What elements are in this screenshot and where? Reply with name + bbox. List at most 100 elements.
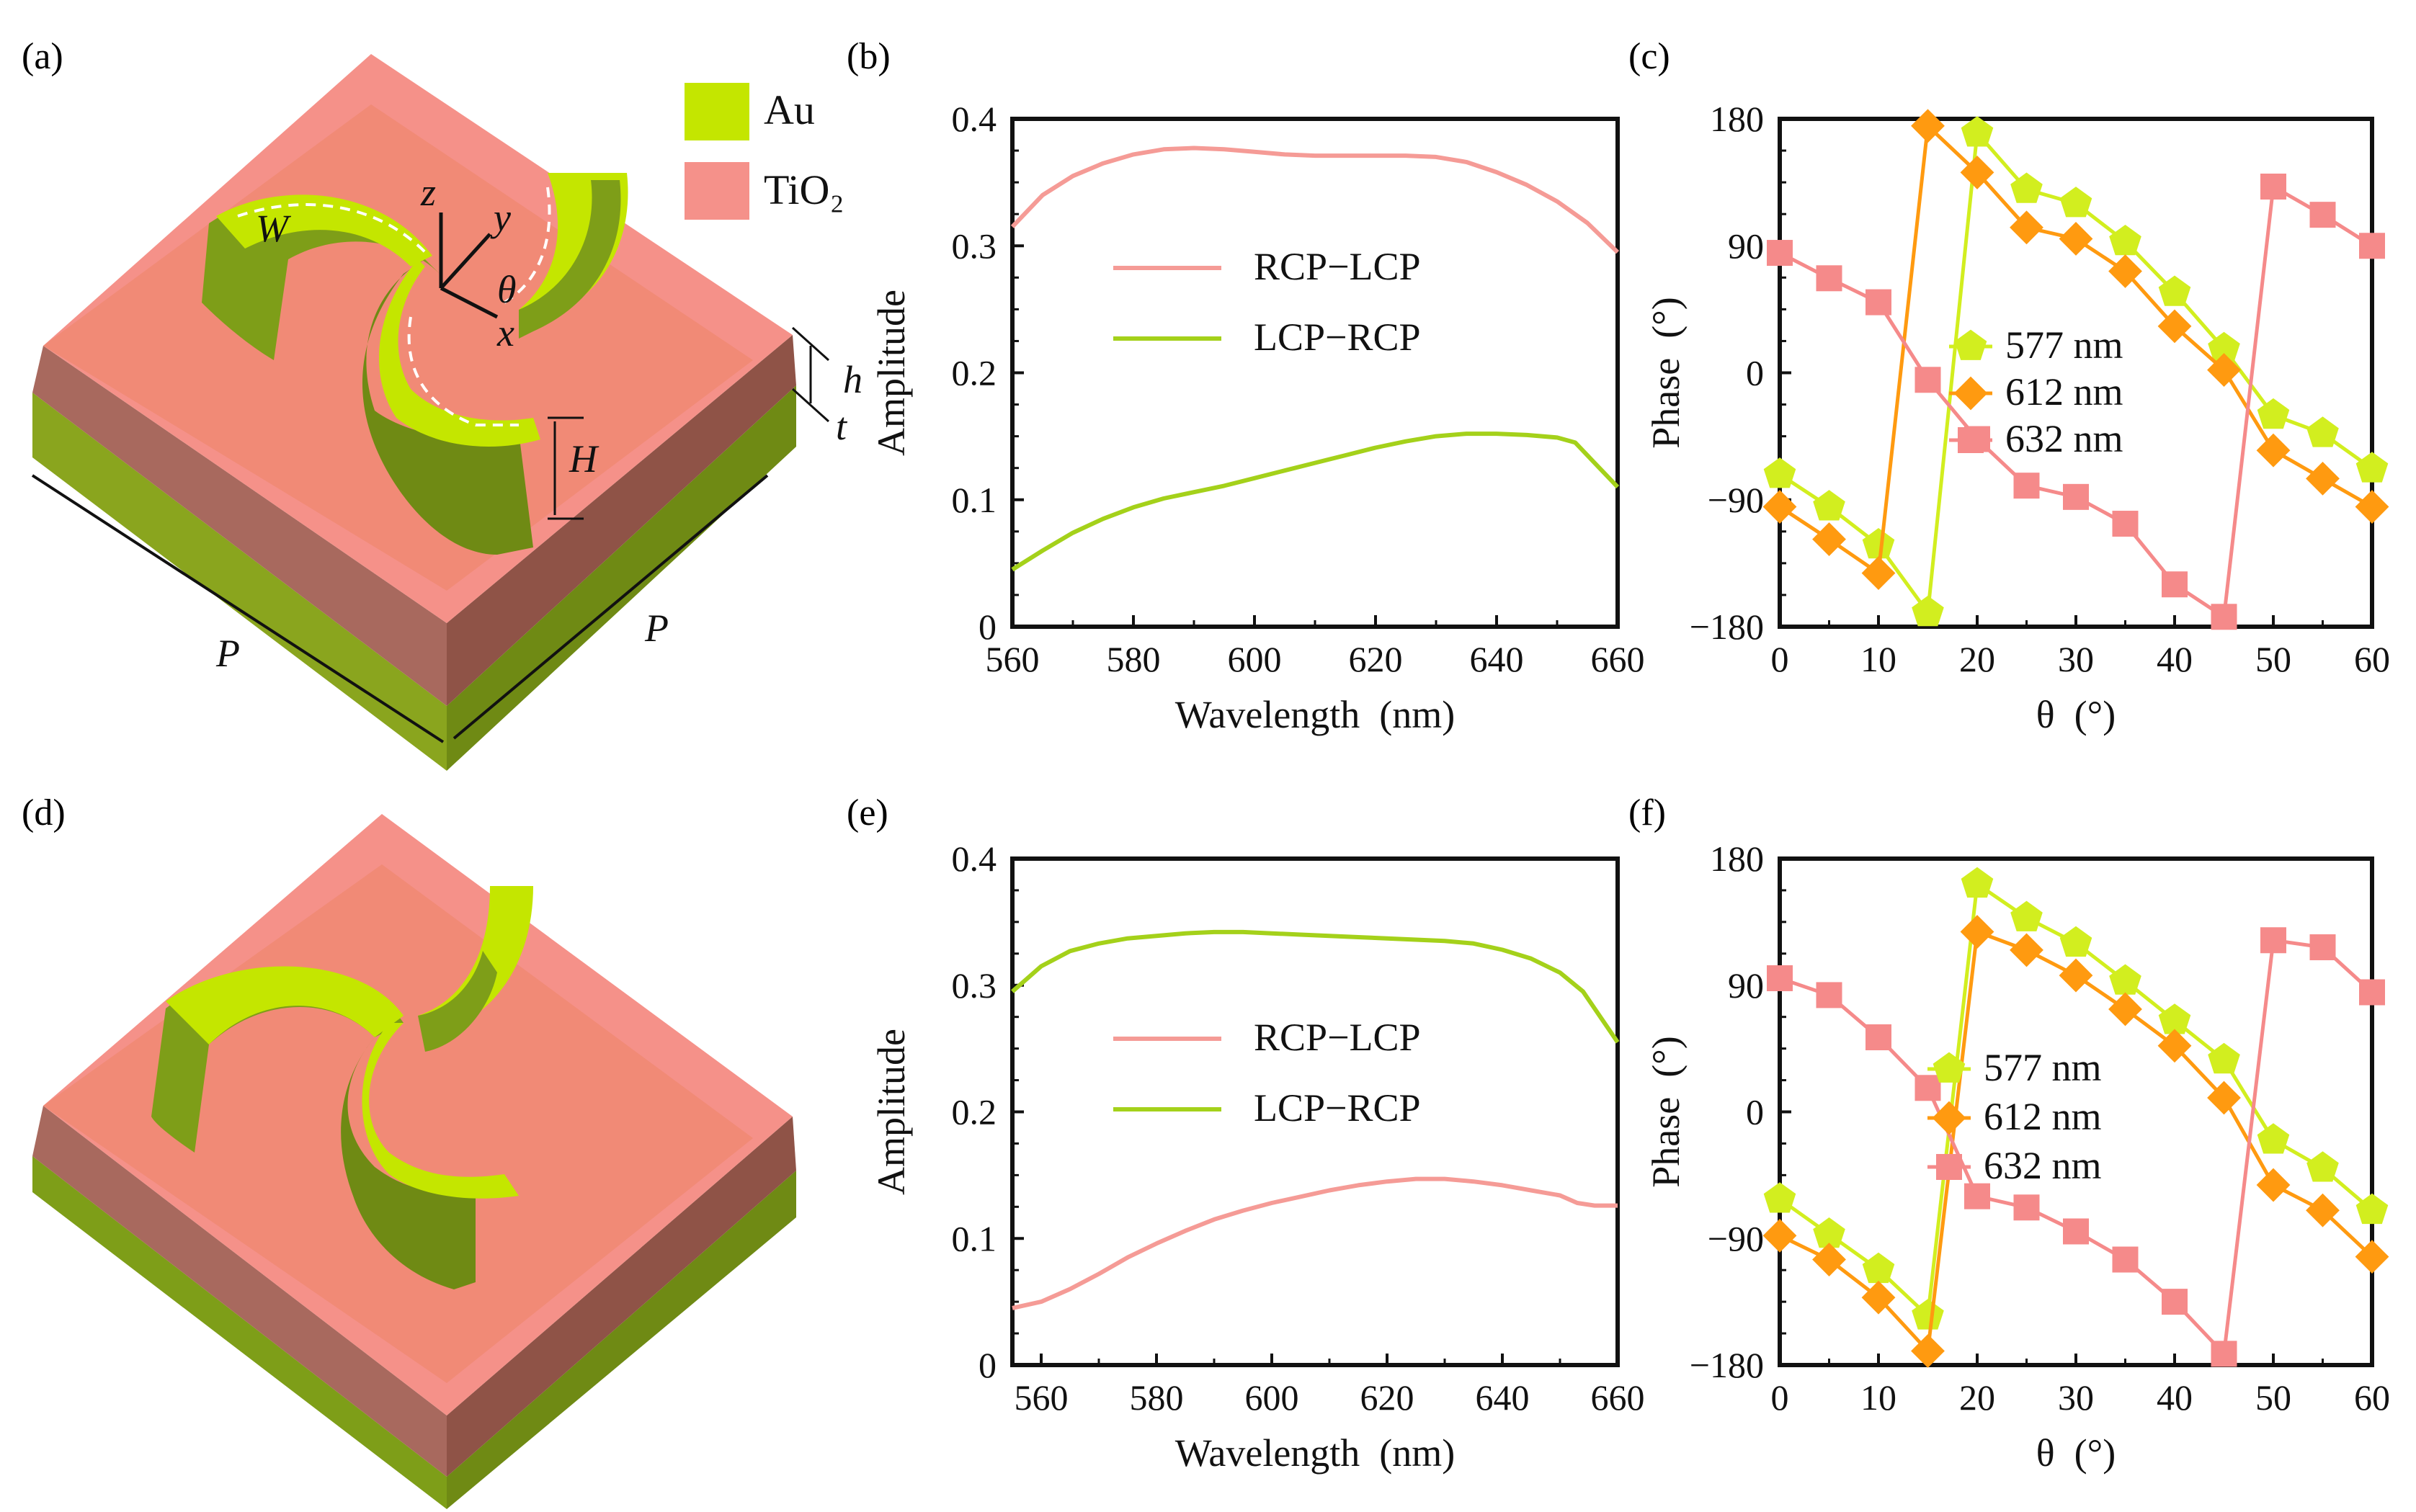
data-point [1866, 1024, 1891, 1051]
data-point [2158, 1003, 2191, 1034]
data-point [2112, 1246, 2139, 1273]
data-point [2256, 433, 2291, 468]
data-point [2355, 452, 2389, 483]
data-point [2109, 964, 2141, 995]
au-layer-left-side-d [32, 1156, 447, 1509]
data-point [2306, 416, 2339, 447]
y-tick-label: −90 [1708, 480, 1764, 520]
data-point [2211, 1341, 2237, 1367]
au-label: Au [764, 86, 815, 133]
legend-label: 612 nm [2005, 370, 2123, 413]
chart-c: −180 −90 0 90 180 0 10 20 30 40 50 60 θ (°) Phase (°)… [1644, 99, 2390, 736]
panel-label-c: (c) [1628, 36, 1670, 77]
x-tick-label: 660 [1591, 1377, 1645, 1418]
data-point [1763, 1182, 1796, 1213]
legend-label: 632 nm [1984, 1144, 2102, 1187]
data-point [1762, 490, 1797, 524]
data-point [2207, 353, 2241, 387]
y-tick-label: 0.3 [952, 965, 997, 1006]
legend-label: LCP−RCP [1254, 1086, 1421, 1129]
tio2-swatch [685, 162, 749, 220]
chart-e: 0 0.1 0.2 0.3 0.4 560 580 600 620 640 660 Wavelengt… [870, 838, 1645, 1475]
x-tick-label: 560 [986, 639, 1040, 679]
y-tick-label: 180 [1710, 838, 1764, 879]
au-layer-right-side [447, 385, 796, 771]
height-label: H [569, 437, 599, 480]
data-point [1861, 556, 1896, 590]
series-line-1 [1011, 929, 1620, 1044]
data-point [1914, 1075, 1941, 1101]
legend-label: 612 nm [1984, 1095, 2102, 1138]
x-tick-label: 30 [2058, 639, 2094, 679]
data-point [1813, 490, 1845, 521]
data-point [2306, 1193, 2340, 1227]
y-tick-label: 0 [979, 1345, 997, 1385]
x-axis-title: Wavelength (nm) [1175, 693, 1456, 736]
data-point [1961, 867, 1994, 898]
data-point [2013, 473, 2040, 499]
data-point [2260, 174, 2286, 200]
structure-diagram-d [32, 814, 796, 1509]
data-point [1911, 109, 1945, 143]
x-tick-label: 640 [1470, 639, 1524, 679]
x-tick-label: 560 [1015, 1377, 1069, 1418]
legend-marker [1954, 329, 1987, 360]
data-point [2306, 1151, 2339, 1182]
panel-label-a: (a) [22, 36, 63, 77]
data-point [2355, 1240, 2389, 1274]
x-axis-title: θ (°) [2036, 693, 2116, 736]
panel-label-d: (d) [22, 792, 66, 833]
data-point [2010, 210, 2043, 245]
y-tick-label: 0 [1746, 1092, 1764, 1132]
data-point [2208, 1042, 2240, 1074]
data-point [2355, 490, 2389, 524]
au-layer-right-side-d [447, 1171, 796, 1509]
legend-label: LCP−RCP [1254, 316, 1421, 359]
x-tick-label: 20 [1959, 1377, 1995, 1418]
data-point [2063, 483, 2089, 510]
au-arm-left-top [216, 194, 432, 267]
data-point [1763, 457, 1796, 488]
data-point [2112, 511, 2139, 537]
x-tick-label: 60 [2354, 1377, 2390, 1418]
x-tick-label: 620 [1349, 639, 1403, 679]
x-tick-label: 50 [2255, 639, 2291, 679]
x-tick-label: 600 [1228, 639, 1282, 679]
x-tick-label: 600 [1245, 1377, 1299, 1418]
legend-label: RCP−LCP [1254, 245, 1421, 288]
panel-label-e: (e) [847, 792, 888, 833]
au-arm-left-top-d [166, 966, 404, 1044]
data-point [1762, 1218, 1797, 1253]
data-point [2010, 900, 2043, 931]
data-point [2108, 254, 2142, 288]
x-axis-title: θ (°) [2036, 1431, 2116, 1475]
y-tick-label: 0.3 [952, 225, 997, 266]
au-swatch [685, 83, 749, 140]
legend-marker [1953, 376, 1988, 411]
x-axis-title: Wavelength (nm) [1175, 1431, 1456, 1475]
legend-marker [1932, 1101, 1966, 1135]
data-point [2359, 233, 2385, 259]
data-point [2359, 979, 2385, 1006]
y-tick-label: 0.2 [952, 1092, 997, 1132]
y-axis-title: Phase (°) [1644, 1036, 1688, 1188]
tio2-layer-right-side-d [447, 1117, 796, 1477]
data-point [2208, 331, 2240, 363]
x-tick-label: 30 [2058, 1377, 2094, 1418]
x-tick-label: 60 [2354, 639, 2390, 679]
data-point [1812, 522, 1846, 556]
h-label: h [843, 358, 862, 401]
period-label-left: P [215, 632, 240, 675]
data-point [2309, 934, 2336, 961]
x-tick-label: 40 [2157, 639, 2193, 679]
legend-label: 577 nm [1984, 1046, 2102, 1089]
data-point [2306, 461, 2340, 496]
chart-b: 0 0.1 0.2 0.3 0.4 560 580 600 620 640 660 Wavelengt… [870, 99, 1645, 736]
data-point [2108, 992, 2142, 1026]
y-tick-label: 0.4 [952, 99, 997, 139]
data-point [2063, 1218, 2089, 1245]
y-axis-title: Amplitude [870, 1029, 913, 1195]
data-point [1964, 1183, 1990, 1209]
y-tick-label: 0.4 [952, 838, 997, 879]
data-point [2355, 1193, 2389, 1225]
